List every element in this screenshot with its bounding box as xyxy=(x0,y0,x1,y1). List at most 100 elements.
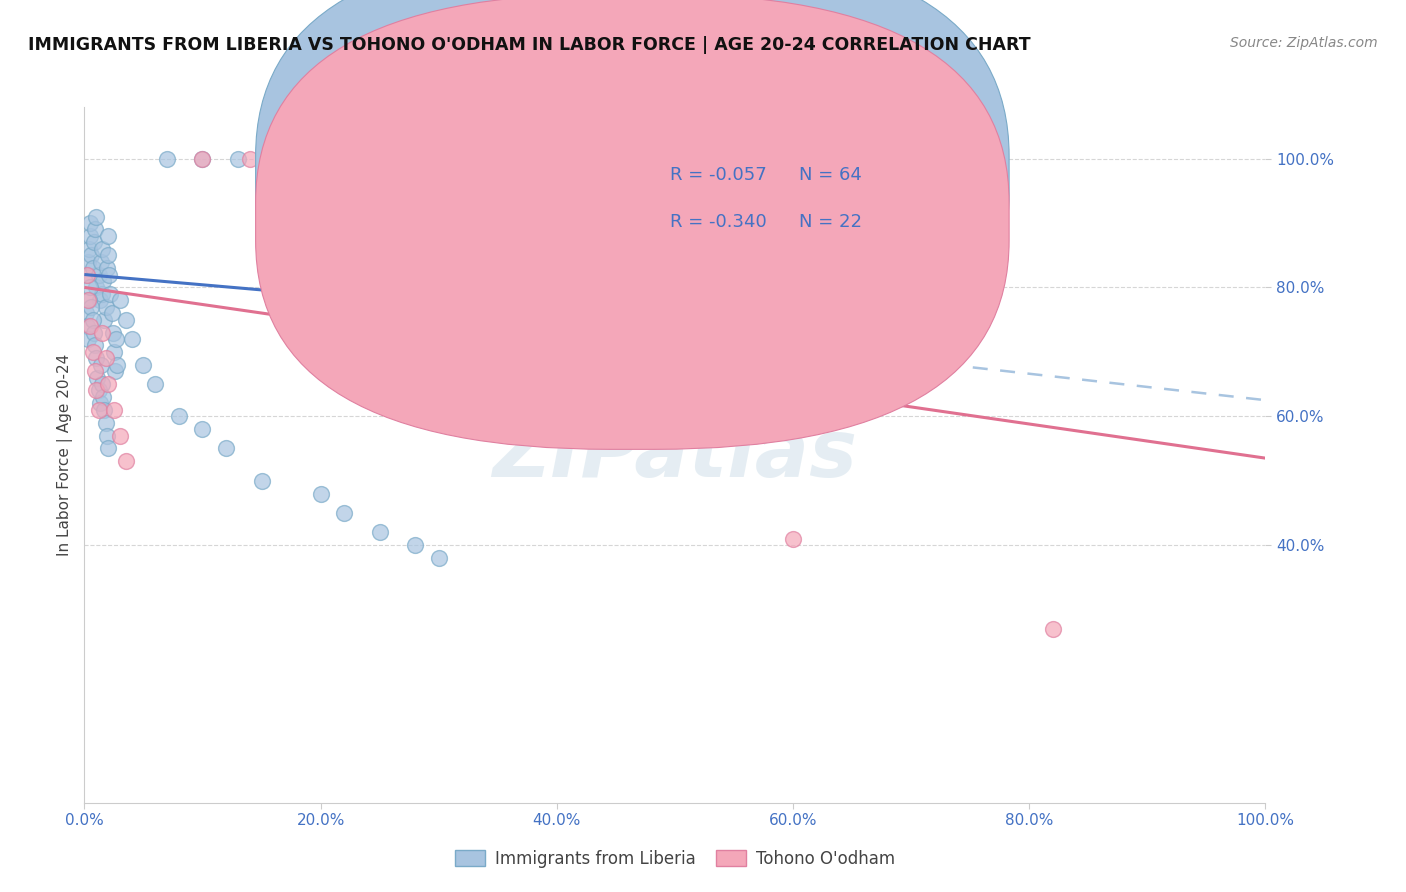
Point xyxy=(91,377,114,392)
Point xyxy=(309,486,332,500)
Point xyxy=(89,293,111,308)
Point xyxy=(156,152,179,166)
Point xyxy=(357,152,380,166)
Point xyxy=(91,274,114,288)
Point xyxy=(924,312,946,326)
Point xyxy=(84,338,107,352)
Text: R = -0.340: R = -0.340 xyxy=(671,213,766,231)
Point xyxy=(321,152,343,166)
Point xyxy=(76,319,98,334)
Point xyxy=(250,474,273,488)
Point xyxy=(84,210,107,224)
Point xyxy=(191,152,214,166)
Point xyxy=(98,286,121,301)
Point xyxy=(105,332,128,346)
Point xyxy=(121,332,143,346)
Point xyxy=(82,261,104,276)
Point xyxy=(91,286,114,301)
Point xyxy=(782,532,804,546)
Point xyxy=(107,358,129,372)
Point xyxy=(368,525,391,540)
Text: Source: ZipAtlas.com: Source: ZipAtlas.com xyxy=(1230,36,1378,50)
Point xyxy=(1042,622,1064,636)
Point xyxy=(79,280,101,294)
Point xyxy=(91,390,114,404)
Point xyxy=(83,235,105,250)
Point xyxy=(427,551,450,566)
Point xyxy=(86,370,108,384)
Point xyxy=(333,506,356,520)
Point xyxy=(368,152,391,166)
Point xyxy=(79,216,101,230)
Point xyxy=(114,454,136,468)
Point xyxy=(404,538,426,552)
Point xyxy=(80,248,103,262)
Point xyxy=(97,228,120,243)
Point xyxy=(96,428,118,442)
Point xyxy=(76,268,98,282)
Point xyxy=(87,402,110,417)
Point xyxy=(298,152,321,166)
Point xyxy=(101,326,124,340)
Point xyxy=(79,228,101,243)
Point xyxy=(103,402,125,417)
Point xyxy=(96,261,118,276)
FancyBboxPatch shape xyxy=(581,135,922,260)
Point xyxy=(108,293,131,308)
Point xyxy=(84,364,107,378)
Text: ZIPatlas: ZIPatlas xyxy=(492,416,858,494)
Point xyxy=(84,280,107,294)
Point xyxy=(226,152,249,166)
Point xyxy=(239,152,262,166)
Point xyxy=(87,384,110,398)
Text: IMMIGRANTS FROM LIBERIA VS TOHONO O'ODHAM IN LABOR FORCE | AGE 20-24 CORRELATION: IMMIGRANTS FROM LIBERIA VS TOHONO O'ODHA… xyxy=(28,36,1031,54)
Point xyxy=(75,306,97,320)
Point xyxy=(94,300,117,314)
Point xyxy=(77,332,100,346)
Point xyxy=(191,152,214,166)
Point xyxy=(87,268,110,282)
Text: N = 22: N = 22 xyxy=(799,213,862,231)
Y-axis label: In Labor Force | Age 20-24: In Labor Force | Age 20-24 xyxy=(58,354,73,556)
Point xyxy=(100,306,122,320)
Point xyxy=(91,242,114,256)
Point xyxy=(167,409,190,424)
Point xyxy=(262,152,284,166)
Point xyxy=(94,351,117,366)
Point xyxy=(90,254,112,268)
Point xyxy=(143,377,166,392)
Point xyxy=(89,396,111,410)
Point xyxy=(77,242,100,256)
Point xyxy=(76,268,98,282)
Point xyxy=(97,377,120,392)
Point xyxy=(114,312,136,326)
Point xyxy=(132,358,155,372)
Point xyxy=(77,254,100,268)
Text: R = -0.057: R = -0.057 xyxy=(671,166,766,185)
Point xyxy=(77,293,100,308)
Point xyxy=(97,442,120,456)
Point xyxy=(333,152,356,166)
Point xyxy=(84,222,107,236)
Point xyxy=(104,364,127,378)
Point xyxy=(93,312,115,326)
Point xyxy=(93,402,115,417)
Point xyxy=(90,358,112,372)
Point xyxy=(82,344,104,359)
Point xyxy=(84,384,107,398)
Point xyxy=(333,312,356,326)
Point xyxy=(79,319,101,334)
Point xyxy=(83,326,105,340)
Point xyxy=(191,422,214,436)
Point xyxy=(77,293,100,308)
Text: N = 64: N = 64 xyxy=(799,166,862,185)
Point xyxy=(91,326,114,340)
FancyBboxPatch shape xyxy=(256,0,1010,403)
Point xyxy=(97,248,120,262)
FancyBboxPatch shape xyxy=(256,0,1010,450)
Legend: Immigrants from Liberia, Tohono O'odham: Immigrants from Liberia, Tohono O'odham xyxy=(449,843,901,874)
Point xyxy=(98,268,121,282)
Point xyxy=(103,344,125,359)
Point xyxy=(84,351,107,366)
Point xyxy=(82,312,104,326)
